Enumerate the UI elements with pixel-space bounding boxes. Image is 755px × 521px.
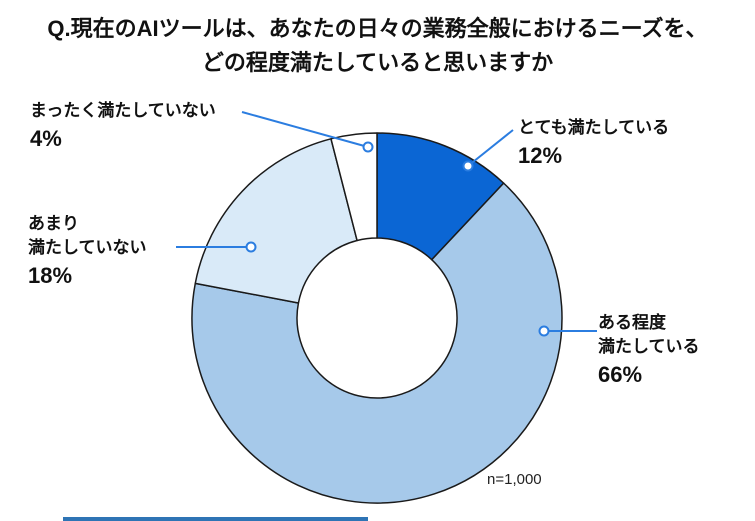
callout-mattaku-label: まったく満たしていない [30,101,216,120]
callout-mattaku: まったく満たしていない 4% [30,99,216,153]
callout-aruteido: ある程度 満たしている 66% [598,311,700,389]
bottom-border-rule [63,517,368,521]
callout-totemo-label: とても満たしている [518,118,670,137]
title-line-1: Q.現在のAIツールは、あなたの日々の業務全般におけるニーズを、 [47,16,708,41]
leader-dot-mattaku [362,141,374,153]
donut-slices [191,132,563,504]
callout-amari: あまり 満たしていない 18% [28,212,147,290]
callout-aruteido-value: 66% [598,361,643,387]
donut-segment-3 [194,138,358,304]
donut-segment-4 [330,132,378,242]
title-line-2: どの程度満たしていると思いますか [201,50,554,76]
callout-amari-label-line2: 満たしていない [28,237,147,257]
leader-dot-amari [245,241,257,253]
callout-aruteido-label-line1: ある程度 [598,313,666,332]
callout-amari-label-line1: あまり [28,214,79,233]
page-title: Q.現在のAIツールは、あなたの日々の業務全般におけるニーズを、 どの程度満たし… [0,12,755,80]
sample-size-note: n=1,000 [487,471,542,488]
callout-totemo-value: 12% [518,142,563,168]
callout-mattaku-value: 4% [30,125,62,151]
callout-totemo: とても満たしている 12% [518,116,669,170]
leader-line-totemo [467,129,514,167]
donut-segment-2 [191,182,563,504]
leader-dot-totemo [462,160,474,172]
leader-dot-aruteido [538,325,550,337]
leader-line-mattaku [241,111,369,148]
callout-aruteido-label-line2: 満たしている [598,336,700,356]
callout-amari-value: 18% [28,262,73,288]
